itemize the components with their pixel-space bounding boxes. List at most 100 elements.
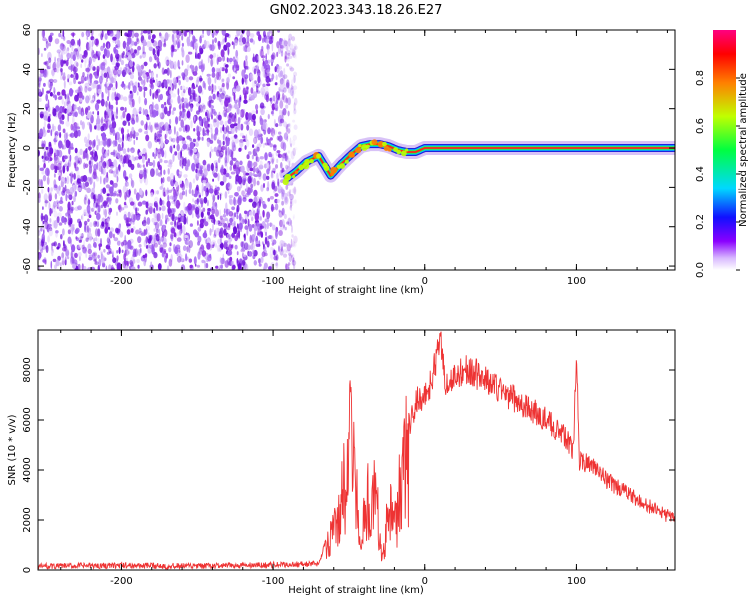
noise-dot <box>148 206 153 214</box>
noise-dot <box>223 228 227 236</box>
noise-dot <box>109 164 115 169</box>
noise-dot <box>193 154 196 161</box>
noise-dot <box>112 182 118 188</box>
noise-dot <box>90 266 96 270</box>
noise-dot <box>175 116 179 125</box>
noise-dot <box>169 59 172 65</box>
noise-dot <box>217 194 220 200</box>
noise-dot <box>142 108 145 116</box>
noise-dot <box>231 260 234 266</box>
noise-dot <box>67 201 71 211</box>
noise-dot <box>45 40 49 49</box>
noise-dot <box>196 264 201 268</box>
ridge-blob <box>339 163 346 169</box>
noise-dot <box>288 161 291 169</box>
noise-dot <box>183 97 188 104</box>
noise-dot <box>211 208 216 215</box>
noise-dot <box>90 156 95 160</box>
noise-dot <box>204 82 207 91</box>
noise-dot <box>110 53 113 63</box>
noise-dot <box>178 171 183 175</box>
noise-dot <box>91 97 95 102</box>
noise-dot <box>79 233 84 237</box>
noise-dot <box>116 176 119 183</box>
noise-dot <box>166 33 171 38</box>
noise-dot <box>206 164 211 172</box>
noise-dot <box>73 195 76 203</box>
noise-dot <box>208 123 213 130</box>
noise-dot <box>221 82 225 88</box>
noise-dot <box>271 33 274 43</box>
noise-dot <box>207 55 210 64</box>
noise-dot <box>243 242 249 250</box>
noise-dot <box>235 162 240 166</box>
noise-dot <box>224 36 227 43</box>
noise-dot <box>100 98 105 107</box>
noise-dot <box>215 162 218 168</box>
noise-dot <box>272 167 276 172</box>
noise-dot <box>211 72 216 78</box>
noise-dot <box>124 249 130 256</box>
noise-dot <box>208 85 212 92</box>
noise-dot <box>107 204 110 208</box>
noise-dot <box>203 168 208 178</box>
noise-dot <box>291 188 297 193</box>
noise-dot <box>253 121 256 126</box>
noise-dot <box>74 60 78 67</box>
noise-dot <box>237 98 240 103</box>
noise-dot <box>73 72 76 80</box>
noise-dot <box>170 233 174 240</box>
noise-dot <box>205 111 208 117</box>
noise-dot <box>281 200 284 206</box>
noise-dot <box>150 168 155 178</box>
noise-dot <box>245 55 248 61</box>
noise-dot <box>278 131 282 135</box>
noise-dot <box>159 197 162 202</box>
noise-dot <box>127 30 132 38</box>
noise-dot <box>289 137 292 147</box>
noise-dot <box>133 188 137 195</box>
noise-dot <box>169 242 172 247</box>
noise-dot <box>224 240 229 244</box>
noise-dot <box>249 234 252 244</box>
noise-dot <box>133 41 138 46</box>
noise-dot <box>291 260 297 266</box>
noise-dot <box>103 48 108 57</box>
noise-dot <box>224 112 227 118</box>
noise-dot <box>276 68 280 73</box>
noise-dot <box>127 129 129 134</box>
noise-dot <box>143 39 147 44</box>
noise-dot <box>110 76 114 84</box>
noise-dot <box>152 92 155 100</box>
noise-dot <box>70 132 75 138</box>
noise-dot <box>279 78 284 85</box>
noise-dot <box>245 134 248 142</box>
noise-dot <box>286 243 291 252</box>
noise-dot <box>78 38 81 47</box>
noise-dot <box>253 178 256 186</box>
noise-dot <box>254 195 260 203</box>
noise-dot <box>43 228 45 235</box>
noise-dot <box>166 200 171 208</box>
noise-dot <box>251 80 256 89</box>
noise-dot <box>252 40 255 45</box>
noise-dot <box>143 90 146 98</box>
noise-dot <box>54 131 59 137</box>
noise-dot <box>175 181 178 188</box>
noise-dot <box>108 186 113 193</box>
noise-dot <box>259 225 264 229</box>
colorbar-tick-label: 0.8 <box>695 70 706 86</box>
noise-dot <box>48 201 50 210</box>
noise-dot <box>188 76 194 81</box>
noise-dot <box>71 257 75 264</box>
noise-dot <box>60 71 63 76</box>
noise-dot <box>199 75 203 83</box>
noise-dot <box>160 177 163 184</box>
noise-dot <box>112 128 116 136</box>
noise-dot <box>159 244 164 253</box>
noise-dot <box>63 155 68 160</box>
noise-dot <box>93 220 98 227</box>
noise-dot <box>145 236 148 244</box>
noise-dot <box>281 89 284 93</box>
